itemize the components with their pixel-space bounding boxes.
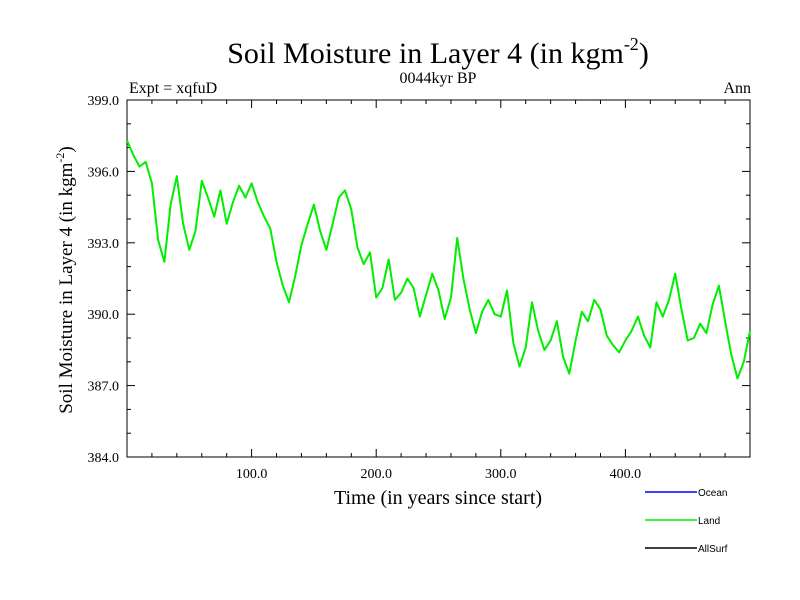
y-tick-label: 393.0: [88, 237, 120, 252]
experiment-label: Expt = xqfuD: [129, 80, 217, 97]
axis-tick-labels: 100.0 200.0 300.0 400.0 384.0 387.0 390.0 393.0…: [88, 94, 642, 482]
y-tick-label: 390.0: [88, 308, 120, 323]
x-axis-label: Time (in years since start): [334, 487, 542, 509]
series-line-land: [126, 140, 751, 380]
legend: Ocean Land AllSurf: [645, 488, 728, 555]
x-tick-label: 400.0: [610, 467, 642, 482]
x-tick-label: 100.0: [236, 467, 268, 482]
season-label: Ann: [723, 80, 751, 97]
series-layer: [126, 140, 751, 380]
y-axis-label: Soil Moisture in Layer 4 (in kgm-2): [53, 146, 77, 414]
x-tick-label: 200.0: [360, 467, 392, 482]
chart-title: Soil Moisture in Layer 4 (in kgm-2): [227, 34, 649, 70]
y-tick-label: 384.0: [88, 451, 120, 466]
legend-label-allsurf: AllSurf: [698, 544, 728, 555]
legend-label-land: Land: [698, 516, 720, 527]
y-tick-label: 399.0: [88, 94, 120, 109]
chart-subtitle: 0044kyr BP: [400, 70, 477, 87]
legend-label-ocean: Ocean: [698, 488, 727, 499]
y-tick-label: 387.0: [88, 380, 120, 395]
y-tick-label: 396.0: [88, 165, 120, 180]
plot-frame: [126, 99, 751, 458]
x-tick-label: 300.0: [485, 467, 517, 482]
axis-ticks: [127, 99, 750, 458]
